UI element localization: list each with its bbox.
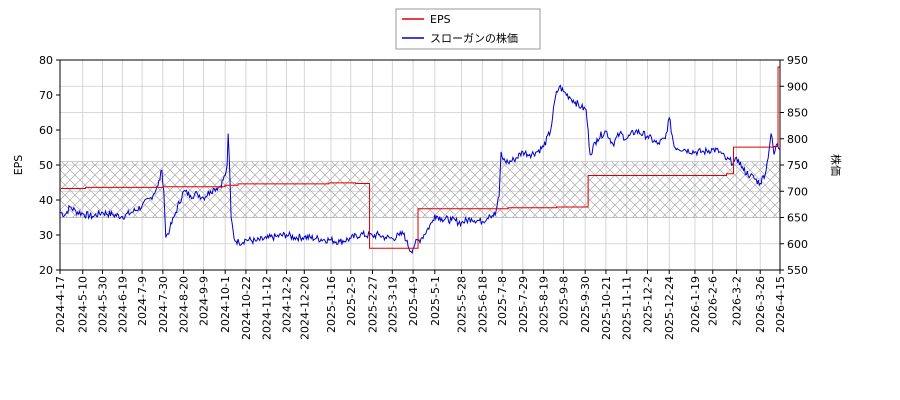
left-axis-label: EPS [12, 155, 25, 176]
x-tick-label: 2025-8-19 [538, 276, 551, 333]
right-tick-label: 850 [787, 107, 808, 120]
x-tick-label: 2025-7-8 [496, 276, 509, 326]
legend-price-label: スローガンの株価 [430, 31, 518, 45]
right-tick-label: 600 [787, 238, 808, 251]
right-tick-label: 900 [787, 80, 808, 93]
x-tick-label: 2025-2-5 [345, 276, 358, 326]
x-tick-label: 2024-5-10 [77, 276, 90, 333]
x-tick-label: 2025-4-9 [407, 276, 420, 326]
left-axis: 20 30 40 50 60 70 80 [39, 54, 60, 277]
left-tick-label: 50 [39, 159, 53, 172]
x-tick-label: 2024-12-2 [280, 276, 293, 333]
x-tick-label: 2025-1-16 [325, 276, 338, 333]
x-tick-label: 2024-8-20 [178, 276, 191, 333]
x-tick-label: 2025-5-28 [456, 276, 469, 333]
eps-series-line [60, 66, 780, 249]
x-tick-label: 2024-10-1 [219, 276, 232, 333]
x-tick-label: 2025-9-30 [579, 276, 592, 333]
right-tick-label: 700 [787, 185, 808, 198]
x-tick-label: 2025-6-18 [476, 276, 489, 333]
right-tick-label: 750 [787, 159, 808, 172]
x-tick-label: 2024-7-30 [157, 276, 170, 333]
x-tick-label: 2025-10-21 [600, 276, 613, 340]
right-tick-label: 550 [787, 264, 808, 277]
x-tick-label: 2025-9-8 [557, 276, 570, 326]
x-tick-label: 2026-3-2 [730, 276, 743, 326]
x-tick-label: 2025-5-1 [429, 276, 442, 326]
x-tick-label: 2026-3-26 [754, 276, 767, 333]
left-tick-label: 30 [39, 229, 53, 242]
right-tick-label: 950 [787, 54, 808, 67]
left-tick-label: 80 [39, 54, 53, 67]
x-tick-label: 2025-11-11 [621, 276, 634, 340]
x-tick-label: 2024-4-17 [54, 276, 67, 333]
x-tick-label: 2025-2-27 [367, 276, 380, 333]
x-tick-label: 2026-4-15 [774, 276, 787, 333]
legend-eps-label: EPS [430, 13, 451, 26]
x-tick-label: 2025-12-24 [663, 276, 676, 340]
left-tick-label: 40 [39, 194, 53, 207]
x-tick-label: 2024-12-20 [298, 276, 311, 340]
legend: EPS スローガンの株価 [395, 8, 541, 50]
x-tick-label: 2024-7-9 [136, 276, 149, 326]
x-axis: 2024-4-17 2024-5-10 2024-5-30 2024-6-19 2024… [54, 270, 787, 340]
x-tick-label: 2025-12-2 [641, 276, 654, 333]
right-axis-label: 株価 [829, 154, 843, 176]
right-axis: 550 600 650 700 750 800 850 900 950 [780, 54, 808, 277]
x-tick-label: 2026-2-6 [707, 276, 720, 326]
left-tick-label: 70 [39, 89, 53, 102]
x-tick-label: 2024-6-19 [116, 276, 129, 333]
right-tick-label: 800 [787, 133, 808, 146]
left-tick-label: 60 [39, 124, 53, 137]
x-tick-label: 2024-10-22 [240, 276, 253, 340]
left-tick-label: 20 [39, 264, 53, 277]
x-tick-label: 2024-9-9 [197, 276, 210, 326]
x-tick-label: 2026-1-19 [689, 276, 702, 333]
legend-box [395, 8, 541, 50]
x-tick-label: 2025-7-29 [517, 276, 530, 333]
x-tick-label: 2024-5-30 [97, 276, 110, 333]
price-series-line [60, 84, 780, 255]
x-tick-label: 2025-3-19 [386, 276, 399, 333]
x-tick-label: 2024-11-12 [261, 276, 274, 340]
right-tick-label: 650 [787, 212, 808, 225]
